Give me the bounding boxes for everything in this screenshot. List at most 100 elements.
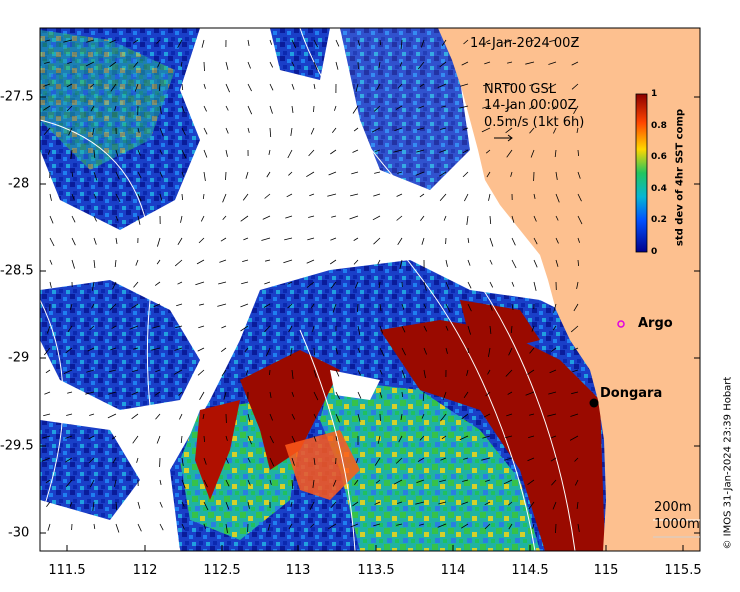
current-vector bbox=[155, 413, 161, 420]
current-vector bbox=[552, 105, 557, 110]
x-tick-label: 112.5 bbox=[203, 563, 241, 578]
current-vector bbox=[68, 127, 73, 136]
current-vector bbox=[440, 127, 447, 130]
current-vector bbox=[203, 457, 207, 465]
current-vector bbox=[174, 347, 183, 351]
current-vector bbox=[134, 83, 139, 92]
current-vector bbox=[43, 413, 51, 417]
current-vector bbox=[527, 369, 535, 375]
current-vector bbox=[327, 193, 337, 197]
current-vector bbox=[247, 479, 251, 486]
current-vector bbox=[203, 105, 207, 112]
current-vector bbox=[43, 105, 51, 111]
current-vector bbox=[247, 413, 251, 422]
current-vector bbox=[313, 61, 318, 71]
land-mass bbox=[438, 28, 700, 551]
current-vector bbox=[571, 61, 579, 66]
current-vector bbox=[283, 259, 293, 264]
current-vector bbox=[65, 347, 73, 354]
current-vector bbox=[482, 435, 491, 439]
current-vector bbox=[264, 193, 271, 199]
current-vector bbox=[181, 127, 186, 136]
current-vector bbox=[269, 391, 272, 398]
current-vector bbox=[286, 193, 293, 198]
current-vector bbox=[313, 413, 317, 419]
current-vector bbox=[287, 303, 293, 309]
colorbar-tick: 0.4 bbox=[651, 184, 667, 194]
current-vector bbox=[65, 435, 73, 439]
current-vector bbox=[159, 149, 163, 155]
current-vector bbox=[45, 479, 51, 484]
current-vector bbox=[131, 413, 139, 420]
current-vector bbox=[157, 237, 161, 247]
current-vector bbox=[108, 391, 117, 395]
current-vector bbox=[357, 413, 361, 422]
current-vector bbox=[355, 83, 359, 92]
current-vector bbox=[461, 413, 469, 420]
current-vector bbox=[203, 127, 208, 135]
current-vector bbox=[555, 237, 559, 244]
current-vector bbox=[243, 237, 249, 241]
current-vector bbox=[109, 39, 117, 44]
current-vector bbox=[269, 479, 272, 485]
current-vector bbox=[419, 435, 425, 441]
current-vector bbox=[570, 325, 579, 333]
current-vector bbox=[107, 413, 117, 419]
current-vector bbox=[487, 369, 491, 375]
current-vector bbox=[198, 325, 205, 329]
current-vector bbox=[489, 281, 494, 288]
current-vector bbox=[45, 369, 51, 374]
current-vector bbox=[577, 193, 582, 202]
current-vector bbox=[438, 501, 447, 505]
current-vector bbox=[489, 215, 492, 225]
current-vector bbox=[417, 457, 425, 462]
current-vector bbox=[573, 303, 579, 312]
current-vector bbox=[49, 281, 52, 288]
current-vector bbox=[503, 39, 513, 44]
x-tick-label: 115.5 bbox=[664, 563, 702, 578]
current-vector bbox=[225, 105, 229, 111]
current-vector bbox=[290, 501, 293, 507]
current-vector bbox=[352, 501, 359, 507]
current-vector bbox=[511, 281, 515, 287]
current-vector bbox=[577, 259, 579, 267]
current-vector bbox=[572, 369, 579, 373]
current-vector bbox=[313, 83, 316, 89]
current-vector bbox=[356, 457, 359, 463]
current-vector bbox=[203, 61, 205, 72]
current-vector bbox=[353, 237, 359, 241]
current-vector bbox=[312, 325, 315, 332]
current-vector bbox=[71, 259, 75, 269]
current-vector bbox=[181, 523, 185, 530]
current-vector bbox=[247, 435, 252, 445]
current-vector bbox=[463, 39, 469, 45]
current-vector bbox=[507, 61, 513, 64]
current-vector bbox=[115, 193, 121, 203]
current-vector bbox=[401, 347, 406, 356]
argo-marker bbox=[617, 320, 625, 328]
current-vector bbox=[225, 127, 229, 134]
current-vector bbox=[111, 325, 117, 329]
current-vector bbox=[269, 61, 274, 68]
current-vector bbox=[203, 479, 208, 488]
current-vector bbox=[489, 325, 492, 334]
current-vector bbox=[291, 39, 297, 49]
current-vector bbox=[401, 391, 404, 398]
current-vector bbox=[420, 39, 425, 48]
current-vector bbox=[467, 259, 471, 266]
current-vector bbox=[400, 413, 403, 420]
current-vector bbox=[527, 479, 535, 486]
current-vector bbox=[114, 479, 117, 487]
current-vector bbox=[201, 39, 205, 48]
current-vector bbox=[547, 413, 557, 417]
current-vector bbox=[132, 39, 139, 44]
y-tick-label: -29 bbox=[8, 350, 30, 366]
current-vector bbox=[437, 523, 447, 528]
current-vector bbox=[290, 347, 293, 356]
current-vector bbox=[264, 281, 271, 285]
current-vector bbox=[416, 149, 425, 153]
x-tick-label: 111.5 bbox=[48, 563, 86, 578]
current-vector bbox=[71, 215, 76, 223]
current-vector bbox=[397, 501, 403, 504]
current-vector bbox=[398, 435, 403, 443]
